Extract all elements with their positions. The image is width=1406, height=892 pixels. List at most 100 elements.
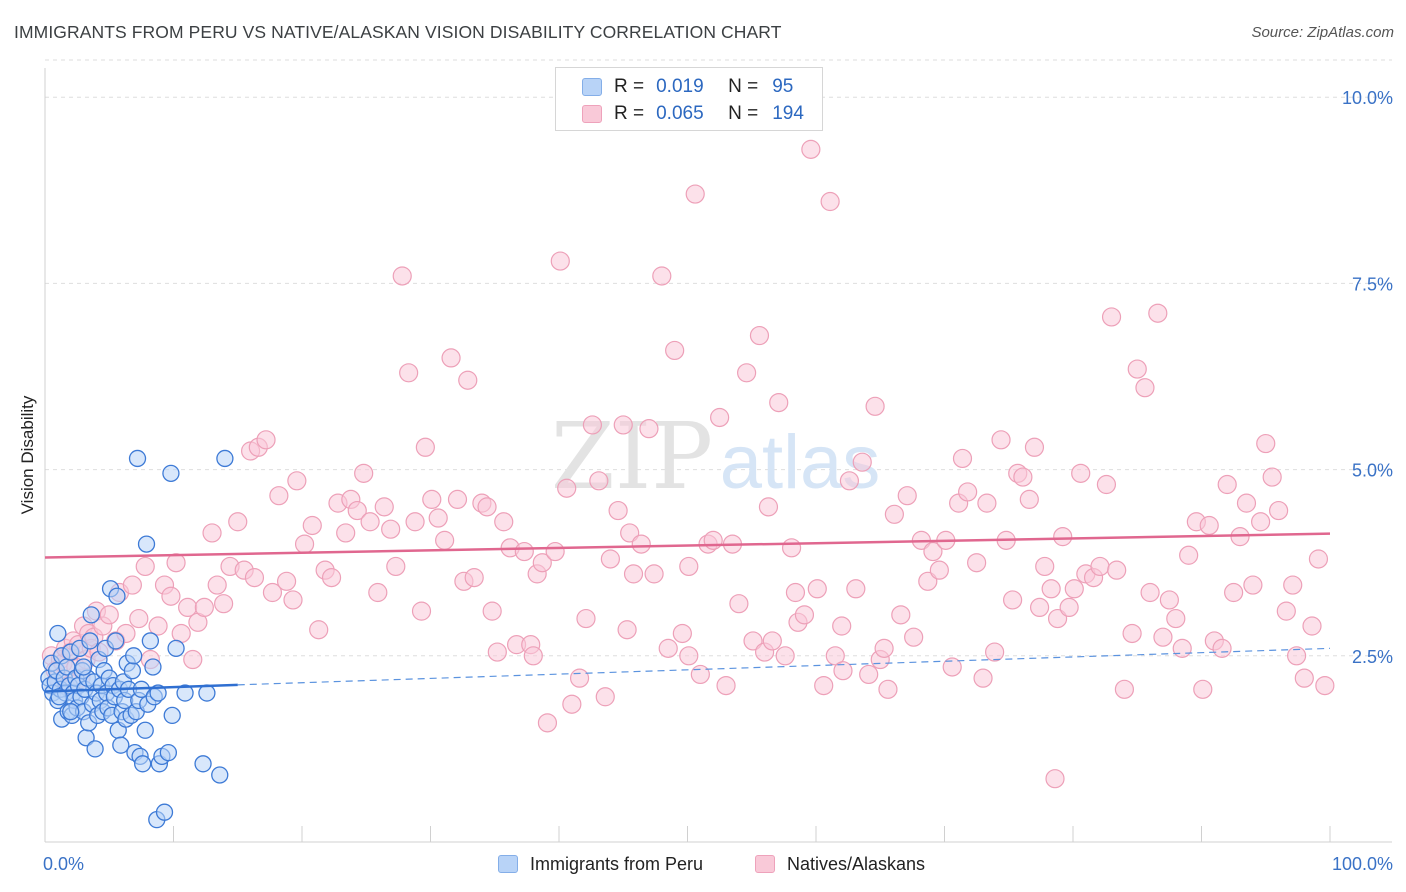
natives-point-174 xyxy=(1059,597,1079,618)
natives-point-20 xyxy=(99,605,119,625)
natives-point-83 xyxy=(487,642,507,662)
natives-point-122 xyxy=(737,363,757,383)
peru-point-87 xyxy=(176,684,194,702)
natives-point-108 xyxy=(644,564,664,584)
x-tick-label-1: 100.0% xyxy=(1332,854,1393,874)
natives-point-114 xyxy=(685,184,705,204)
natives-point-222 xyxy=(833,661,853,681)
bottom-legend-natives[interactable]: Natives/Alaskans xyxy=(755,852,925,876)
natives-point-50 xyxy=(283,590,303,610)
natives-point-41 xyxy=(228,512,248,532)
natives-point-126 xyxy=(762,631,782,651)
peru-point-63 xyxy=(123,662,142,680)
r-label: R = xyxy=(614,76,645,97)
natives-point-148 xyxy=(904,627,924,647)
natives-point-92 xyxy=(545,541,565,562)
peru-point-55 xyxy=(112,736,130,754)
natives-point-90 xyxy=(532,553,552,573)
natives-point-102 xyxy=(608,500,628,521)
natives-point-171 xyxy=(1041,579,1061,599)
natives-point-70 xyxy=(411,601,432,621)
natives-point-31 xyxy=(166,553,186,573)
peru-trend-extension xyxy=(237,647,1331,686)
natives-point-79 xyxy=(464,568,484,588)
natives-point-192 xyxy=(1172,638,1192,658)
natives-point-196 xyxy=(1199,515,1219,536)
natives-point-54 xyxy=(309,620,329,640)
natives-point-106 xyxy=(631,534,651,554)
natives-points xyxy=(41,139,1335,789)
natives-point-141 xyxy=(859,664,879,685)
natives-point-60 xyxy=(347,500,367,521)
natives-point-65 xyxy=(381,519,401,539)
natives-point-103 xyxy=(613,415,633,435)
peru-swatch xyxy=(582,78,602,96)
peru-point-89 xyxy=(198,684,216,702)
natives-point-184 xyxy=(1122,623,1142,644)
natives-point-69 xyxy=(405,512,425,532)
natives-point-175 xyxy=(1064,579,1084,599)
natives-point-128 xyxy=(775,646,795,666)
natives-point-138 xyxy=(839,471,860,491)
peru-point-32 xyxy=(82,606,100,624)
natives-point-176 xyxy=(1071,463,1091,483)
natives-point-166 xyxy=(1013,467,1033,487)
natives-swatch xyxy=(582,105,602,123)
grid xyxy=(45,59,1392,657)
natives-point-24 xyxy=(122,575,142,595)
bottom-legend-peru[interactable]: Immigrants from Peru xyxy=(498,852,703,876)
natives-point-100 xyxy=(595,687,615,707)
natives-point-51 xyxy=(287,471,307,491)
natives-point-185 xyxy=(1127,359,1147,379)
natives-point-124 xyxy=(749,325,770,346)
natives-point-46 xyxy=(256,430,276,450)
natives-point-52 xyxy=(294,534,315,554)
natives-point-181 xyxy=(1101,307,1122,327)
peru-point-75 xyxy=(141,632,160,650)
natives-point-78 xyxy=(458,370,478,390)
natives-legend-swatch xyxy=(755,855,775,873)
peru-point-92 xyxy=(50,688,68,706)
natives-point-131 xyxy=(794,605,815,625)
natives-point-150 xyxy=(918,571,938,591)
natives-point-38 xyxy=(207,575,227,595)
natives-point-218 xyxy=(617,620,637,640)
natives-point-121 xyxy=(729,594,749,614)
peru-r-value: 0.019 xyxy=(656,76,704,97)
natives-point-217 xyxy=(523,646,543,666)
watermark-zip: ZIP xyxy=(551,403,713,510)
natives-point-211 xyxy=(1294,668,1314,688)
natives-point-210 xyxy=(1286,646,1307,666)
natives-point-170 xyxy=(1035,556,1055,577)
natives-point-168 xyxy=(1024,437,1045,457)
natives-point-97 xyxy=(576,608,596,629)
peru-point-64 xyxy=(125,647,143,665)
natives-point-109 xyxy=(652,266,672,286)
natives-point-204 xyxy=(1251,512,1271,532)
natives-point-113 xyxy=(679,646,699,666)
natives-point-160 xyxy=(977,493,997,513)
natives-point-119 xyxy=(716,675,736,696)
natives-point-183 xyxy=(1114,679,1135,699)
natives-point-202 xyxy=(1236,493,1257,513)
natives-point-156 xyxy=(952,448,973,469)
x-tick-label-0: 0.0% xyxy=(43,854,84,874)
natives-point-142 xyxy=(865,396,885,416)
peru-point-84 xyxy=(162,464,180,482)
legend-row-natives: R = 0.065 N = 194 xyxy=(582,102,804,126)
natives-point-200 xyxy=(1224,582,1244,603)
natives-point-99 xyxy=(589,471,609,491)
axis-labels: 2.5% 5.0% 7.5% 10.0% 0.0% 100.0% xyxy=(43,88,1393,874)
natives-point-115 xyxy=(690,664,710,685)
peru-point-83 xyxy=(159,743,178,762)
r-label: R = xyxy=(614,103,645,124)
natives-point-64 xyxy=(374,497,394,517)
natives-point-159 xyxy=(973,668,993,688)
natives-point-123 xyxy=(743,631,763,651)
peru-point-73 xyxy=(137,535,156,553)
natives-point-203 xyxy=(1243,575,1263,595)
natives-point-154 xyxy=(942,657,962,677)
natives-point-132 xyxy=(801,139,821,159)
natives-point-198 xyxy=(1212,638,1232,658)
